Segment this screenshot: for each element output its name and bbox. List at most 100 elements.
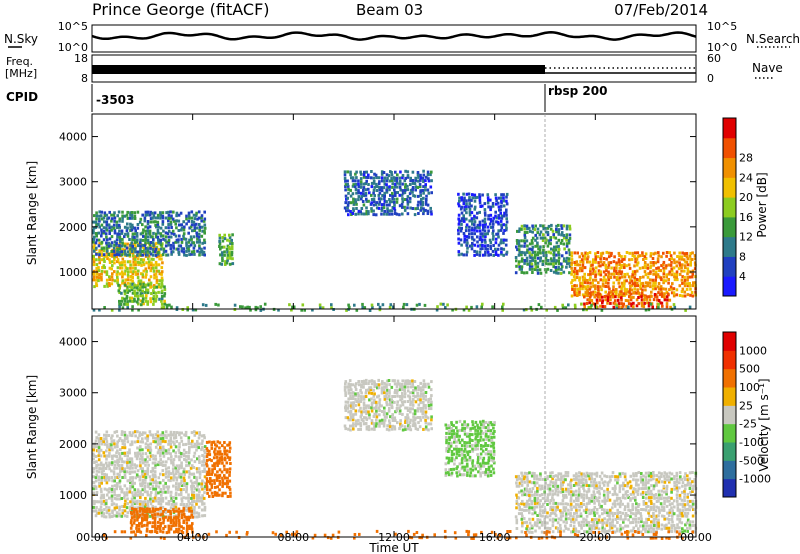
- heatmap-cell: [205, 464, 209, 468]
- heatmap-cell: [179, 475, 183, 479]
- heatmap-cell: [368, 191, 371, 195]
- heatmap-cell: [215, 461, 218, 465]
- heatmap-cell: [670, 267, 673, 271]
- heatmap-cell: [664, 279, 668, 283]
- heatmap-cell: [125, 294, 129, 298]
- heatmap-cell: [147, 283, 150, 287]
- heatmap-cell: [666, 298, 669, 302]
- heatmap-cell: [167, 210, 170, 214]
- heatmap-cell: [553, 484, 557, 487]
- heatmap-cell: [100, 514, 104, 518]
- heatmap-cell: [487, 205, 490, 209]
- heatmap-cell: [141, 223, 144, 227]
- heatmap-cell: [633, 255, 636, 258]
- heatmap-cell: [399, 419, 402, 423]
- heatmap-cell: [640, 301, 643, 305]
- heatmap-cell: [97, 451, 101, 455]
- heatmap-cell: [161, 261, 164, 265]
- heatmap-cell: [412, 194, 415, 198]
- heatmap-cell: [424, 200, 428, 204]
- heatmap-cell: [615, 263, 618, 267]
- heatmap-cell: [497, 214, 500, 218]
- heatmap-cell: [388, 200, 392, 204]
- heatmap-cell: [182, 232, 186, 236]
- heatmap-cell: [419, 190, 422, 194]
- heatmap-cell: [167, 442, 170, 446]
- heatmap-cell: [248, 305, 251, 309]
- heatmap-cell: [565, 251, 568, 255]
- heatmap-cell: [531, 471, 534, 475]
- heatmap-cell: [177, 229, 181, 232]
- heatmap-cell: [463, 468, 466, 472]
- heatmap-cell: [425, 175, 428, 179]
- heatmap-cell: [193, 430, 196, 434]
- heatmap-cell: [136, 210, 140, 214]
- heatmap-cell: [554, 487, 557, 491]
- heatmap-cell: [120, 299, 123, 303]
- heatmap-cell: [139, 247, 142, 251]
- heatmap-cell: [134, 260, 137, 264]
- colorbar-segment: [723, 256, 736, 277]
- heatmap-cell: [664, 287, 668, 291]
- heatmap-cell: [392, 305, 395, 309]
- heatmap-cell: [533, 511, 537, 515]
- heatmap-cell: [125, 229, 129, 233]
- heatmap-cell: [463, 219, 466, 223]
- heatmap-cell: [670, 287, 674, 291]
- heatmap-cell: [613, 299, 617, 303]
- heatmap-cell: [125, 213, 129, 217]
- heatmap-cell: [174, 234, 178, 238]
- heatmap-cell: [98, 219, 101, 223]
- heatmap-cell: [97, 454, 101, 458]
- heatmap-cell: [105, 246, 109, 250]
- heatmap-cell: [499, 241, 502, 245]
- heatmap-cell: [208, 488, 212, 492]
- heatmap-cell: [403, 385, 407, 389]
- heatmap-cell: [534, 238, 537, 242]
- heatmap-cell: [457, 438, 461, 442]
- heatmap-cell: [479, 464, 483, 468]
- heatmap-cell: [494, 193, 497, 197]
- heatmap-cell: [110, 446, 113, 450]
- heatmap-cell: [408, 425, 412, 429]
- heatmap-cell: [360, 195, 363, 198]
- heatmap-cell: [226, 485, 229, 489]
- heatmap-cell: [610, 290, 613, 294]
- heatmap-cell: [136, 475, 140, 479]
- heatmap-cell: [530, 481, 534, 485]
- beam-title: Beam 03: [356, 1, 423, 19]
- heatmap-cell: [146, 436, 150, 440]
- heatmap-cell: [241, 305, 244, 309]
- heatmap-cell: [143, 513, 146, 517]
- heatmap-cell: [351, 176, 355, 180]
- heatmap-cell: [153, 276, 156, 280]
- heatmap-cell: [352, 200, 355, 204]
- heatmap-cell: [525, 308, 528, 312]
- heatmap-cell: [148, 213, 152, 217]
- heatmap-cell: [493, 421, 496, 425]
- heatmap-cell: [475, 250, 479, 254]
- heatmap-cell: [476, 211, 479, 215]
- heatmap-cell: [553, 305, 557, 309]
- heatmap-cell: [151, 516, 155, 520]
- heatmap-cell: [401, 189, 405, 193]
- heatmap-cell: [414, 395, 417, 399]
- heatmap-cell: [361, 302, 364, 306]
- heatmap-cell: [479, 467, 482, 471]
- heatmap-cell: [556, 487, 559, 490]
- heatmap-cell: [95, 258, 98, 262]
- heatmap-cell: [106, 257, 109, 260]
- heatmap-cell: [116, 463, 119, 467]
- heatmap-cell: [152, 214, 156, 218]
- heatmap-cell: [136, 223, 140, 226]
- heatmap-cell: [531, 530, 534, 534]
- heatmap-cell: [105, 454, 109, 458]
- heatmap-cell: [640, 292, 644, 295]
- heatmap-cell: [375, 415, 379, 419]
- heatmap-cell: [457, 241, 461, 245]
- heatmap-cell: [153, 496, 157, 500]
- heatmap-cell: [450, 421, 453, 425]
- heatmap-cell: [520, 257, 524, 261]
- heatmap-cell: [694, 281, 697, 285]
- heatmap-cell: [177, 219, 181, 223]
